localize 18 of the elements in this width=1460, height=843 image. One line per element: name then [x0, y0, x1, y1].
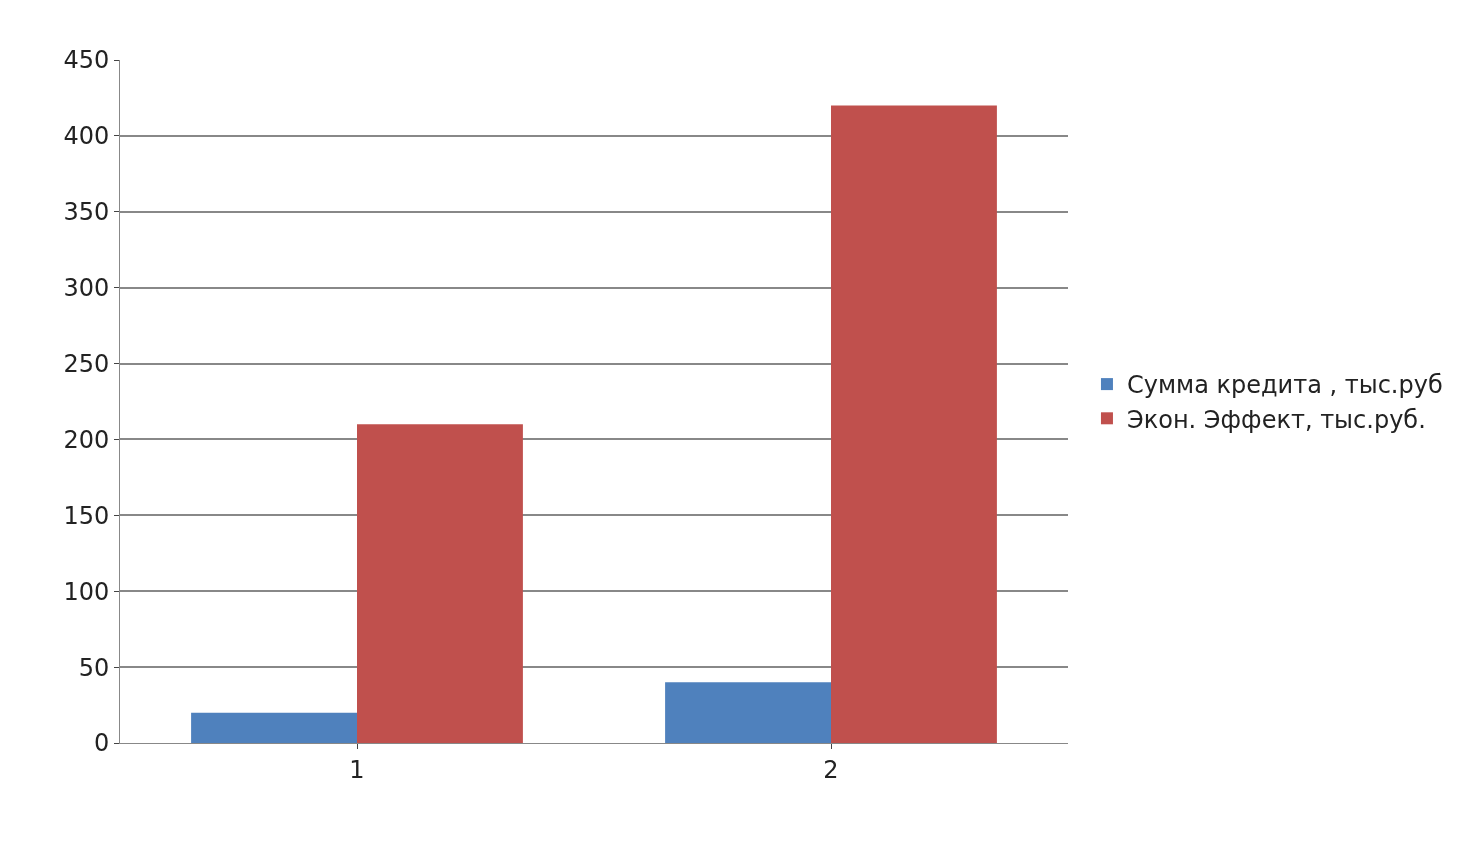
bar — [831, 105, 997, 743]
bar — [357, 424, 523, 743]
x-tick-label: 2 — [823, 755, 839, 784]
x-tick-label: 1 — [349, 755, 365, 784]
bar — [665, 682, 831, 743]
y-tick-label: 150 — [63, 501, 110, 530]
legend-label: Экон. Эффект, тыс.руб. — [1126, 405, 1426, 434]
y-tick-label: 400 — [63, 122, 110, 151]
y-tick-label: 100 — [63, 577, 110, 606]
bar — [191, 712, 357, 743]
legend-label: Сумма кредита , тыс.руб — [1126, 371, 1443, 400]
y-tick-label: 300 — [63, 274, 110, 303]
y-tick-label: 50 — [78, 653, 110, 682]
y-tick-label: 0 — [93, 729, 110, 758]
y-tick-label: 450 — [63, 46, 110, 75]
y-tick-label: 350 — [63, 198, 110, 227]
y-tick-label: 250 — [63, 349, 110, 378]
y-tick-label: 200 — [63, 425, 110, 454]
